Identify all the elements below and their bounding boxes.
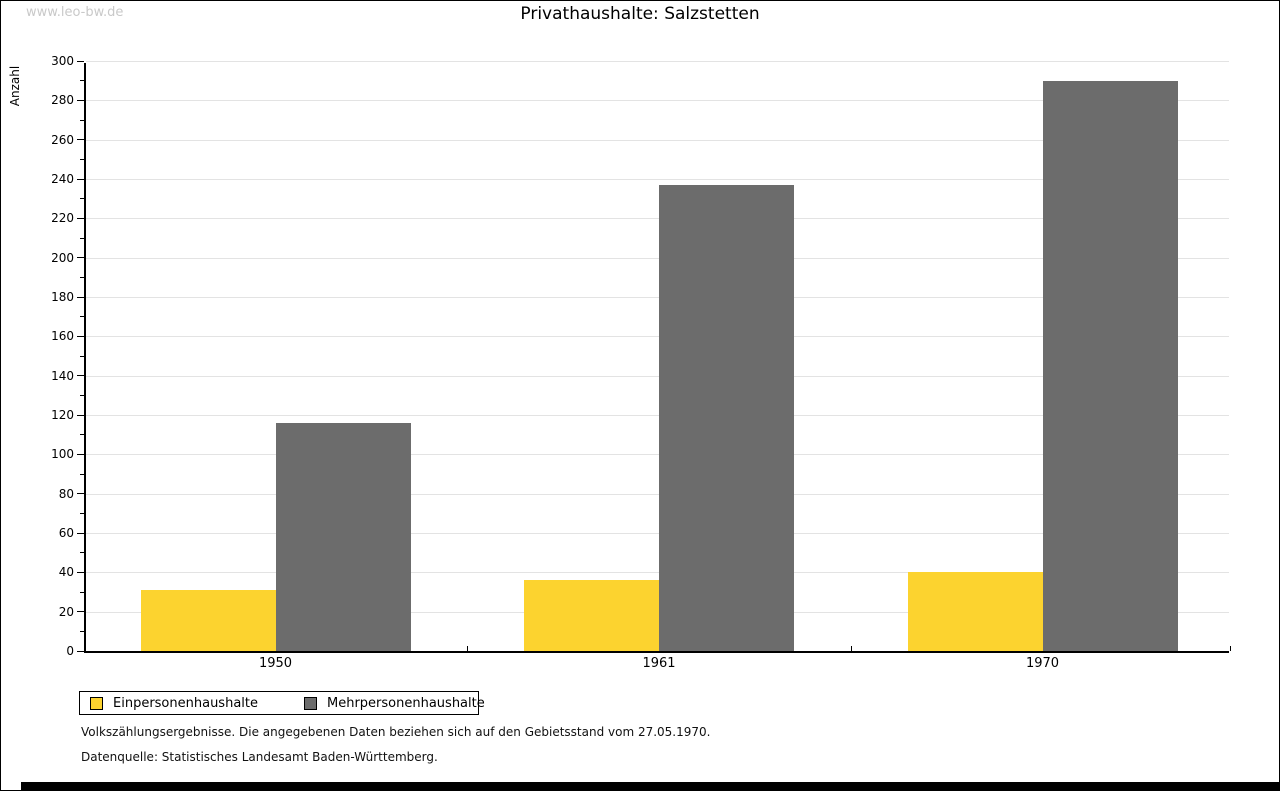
y-tick-label: 20 [58, 604, 74, 619]
y-tick-minor [80, 119, 84, 121]
bar-mehrpersonenhaushalte-1970 [1042, 80, 1178, 651]
watermark: www.leo-bw.de [26, 5, 124, 20]
y-gridline [86, 533, 1229, 534]
legend-swatch-icon [90, 696, 103, 710]
bottom-bar [21, 782, 1279, 790]
y-tick-minor [80, 237, 84, 239]
x-boundary-tick [1229, 646, 1231, 651]
legend: Einpersonenhaushalte Mehrpersonenhaushalt… [79, 691, 485, 715]
y-tick [77, 60, 84, 62]
plot-area: 0 20 40 60 80 100 120 140 160 180 200 220 240 260 280 3… [51, 54, 1231, 671]
bar-mehrpersonenhaushalte-1961 [659, 184, 794, 651]
y-tick [77, 217, 84, 219]
y-tick [77, 532, 84, 534]
footer-source: Datenquelle: Statistisches Landesamt Bad… [81, 750, 438, 764]
bar-mehrpersonenhaushalte-1950 [275, 422, 411, 651]
x-boundary-tick [466, 646, 468, 651]
legend-label: Mehrpersonenhaushalte [327, 695, 485, 711]
y-gridline [86, 61, 1229, 62]
legend-item-einpersonenhaushalte: Einpersonenhaushalte [90, 696, 258, 711]
y-tick [77, 453, 84, 455]
y-tick [77, 99, 84, 101]
x-tick-label: 1970 [1025, 656, 1060, 671]
y-tick-minor [80, 630, 84, 632]
y-tick-label: 280 [51, 93, 74, 108]
y-tick [77, 414, 84, 416]
y-gridline [86, 257, 1229, 259]
y-tick-label: 0 [66, 644, 74, 658]
y-gridline [86, 100, 1229, 102]
y-tick [77, 611, 84, 613]
y-tick-label: 60 [58, 526, 74, 540]
y-tick [77, 571, 84, 573]
x-tick-label: 1950 [258, 656, 293, 671]
y-tick-label: 240 [51, 172, 74, 186]
y-tick-minor [80, 158, 84, 160]
y-tick-label: 260 [51, 132, 74, 147]
y-tick [77, 178, 84, 180]
y-gridline [86, 415, 1229, 416]
y-tick-minor [80, 316, 84, 318]
y-tick-minor [80, 276, 84, 278]
x-tick-label: 1961 [642, 656, 676, 671]
y-tick-label: 220 [51, 211, 74, 226]
y-tick-minor [80, 473, 84, 475]
y-gridline [86, 218, 1229, 220]
legend-item-mehrpersonenhaushalte: Mehrpersonenhaushalte [304, 696, 485, 711]
legend-label: Einpersonenhaushalte [113, 695, 258, 711]
bar-einpersonenhaushalte-1961 [524, 580, 659, 651]
bar-einpersonenhaushalte-1950 [140, 590, 276, 651]
y-tick-label: 200 [51, 250, 74, 265]
bar-einpersonenhaushalte-1970 [907, 572, 1043, 651]
y-tick-label: 160 [51, 329, 74, 344]
footer-note: Volkszählungsergebnisse. Die angegebenen… [81, 725, 711, 739]
y-tick-label: 300 [51, 54, 74, 68]
y-tick [77, 375, 84, 377]
y-gridline [86, 454, 1229, 456]
y-tick-label: 80 [58, 486, 74, 501]
y-tick [77, 296, 84, 298]
y-gridline [86, 297, 1229, 298]
x-boundary-tick [850, 646, 852, 651]
y-tick-minor [80, 355, 84, 357]
y-axis-title: Anzahl [8, 65, 22, 107]
y-tick-label: 100 [51, 447, 74, 462]
y-tick [77, 493, 84, 495]
y-tick-minor [80, 394, 84, 396]
y-gridline [86, 493, 1229, 495]
y-gridline [86, 179, 1229, 180]
chart-title: Privathaushalte: Salzstetten [520, 4, 760, 24]
legend-swatch-icon [304, 696, 317, 710]
y-tick [77, 650, 84, 652]
y-tick [77, 257, 84, 259]
y-gridline [86, 139, 1229, 141]
y-gridline [86, 375, 1229, 377]
y-tick [77, 335, 84, 337]
y-tick-label: 180 [51, 290, 74, 304]
y-tick-minor [80, 80, 84, 82]
y-tick-minor [80, 198, 84, 200]
y-tick-minor [80, 591, 84, 593]
y-gridline [86, 572, 1229, 574]
y-tick-minor [80, 434, 84, 436]
y-tick-minor [80, 552, 84, 554]
y-tick-minor [80, 512, 84, 514]
y-tick-label: 140 [51, 368, 74, 383]
y-gridline [86, 336, 1229, 338]
y-tick-label: 120 [51, 408, 74, 422]
y-tick [77, 139, 84, 141]
y-tick-label: 40 [58, 565, 74, 580]
